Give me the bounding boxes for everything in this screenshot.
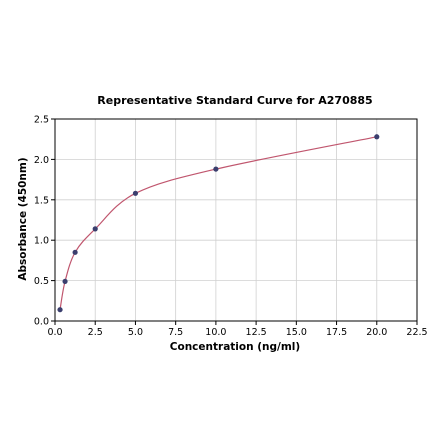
axis-ticks: 0.0 2.5 5.0 7.5 10.0 12.5 15.0 17.5 20.0 22.5 0.0 0…: [34, 115, 428, 339]
x-tick-label: 0.0: [47, 327, 62, 338]
data-point: [62, 278, 68, 285]
fit-curve-line: [59, 136, 377, 310]
y-tick-label: 2.5: [34, 115, 49, 126]
data-point: [374, 134, 380, 140]
x-tick-label: 2.5: [88, 327, 103, 338]
x-tick-label: 7.5: [168, 327, 183, 338]
y-tick-label: 0.5: [34, 276, 49, 287]
x-tick-label: 17.5: [326, 327, 347, 338]
x-tick-label: 12.5: [246, 327, 267, 338]
y-tick-label: 2.0: [34, 155, 49, 166]
plot-area-frame: [54, 118, 418, 322]
data-point: [132, 190, 139, 196]
x-tick-label: 22.5: [406, 327, 427, 338]
y-tick-label: 1.0: [34, 236, 49, 247]
data-point: [57, 307, 63, 313]
y-axis-label: Absorbance (450nm): [17, 157, 29, 280]
data-point: [72, 249, 78, 255]
data-point: [92, 226, 98, 232]
y-tick-label: 0.0: [34, 317, 49, 328]
x-tick-label: 5.0: [128, 327, 143, 338]
x-tick-label: 10.0: [205, 327, 226, 338]
y-tick-label: 1.5: [34, 195, 49, 206]
data-point: [213, 166, 219, 172]
chart-title: Representative Standard Curve for A27088…: [97, 94, 372, 107]
x-tick-label: 15.0: [286, 327, 307, 338]
x-tick-label: 20.0: [366, 327, 387, 338]
grid-lines: [54, 118, 418, 322]
data-points: [57, 134, 380, 313]
x-axis-label: Concentration (ng/ml): [170, 341, 300, 353]
